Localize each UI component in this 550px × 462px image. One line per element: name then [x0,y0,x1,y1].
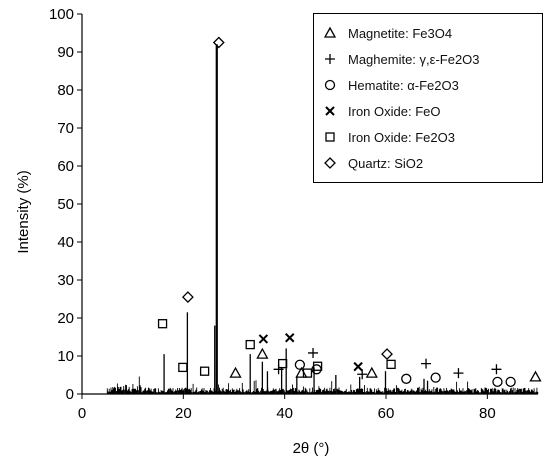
square-marker [157,319,168,329]
square-marker [386,359,396,370]
plus-legend-symbol [325,54,335,64]
triangle-marker [529,370,542,382]
y-tick-label: 70 [57,120,74,137]
cross-icon [320,104,340,118]
diffraction-peaks [163,44,429,394]
square-icon [320,130,340,144]
baseline-noise [106,376,539,394]
cross-marker [285,333,295,343]
diamond-marker [381,348,393,361]
square-marker [312,361,323,371]
legend-item: Maghemite: γ,ε-Fe2O3 [320,48,480,70]
y-tick-label: 80 [57,82,74,99]
x-tick-label: 0 [78,405,86,422]
diamond-icon [320,156,340,170]
cross-marker [258,334,269,344]
triangle-marker [256,347,269,359]
legend-label: Quartz: SiO2 [348,155,424,171]
circle-marker [505,376,516,387]
y-tick-label: 60 [57,158,74,175]
axis-labels: Intensity (%) 2θ (°) [15,170,329,457]
plus-marker [357,369,368,380]
legend-label: Iron Oxide: FeO [348,103,441,119]
plus-marker [308,347,319,358]
diamond-legend-symbol [324,157,336,169]
circle-icon [320,78,340,92]
triangle-icon [320,26,340,40]
legend-item: Magnetite: Fe3O4 [320,22,452,44]
x-tick-label: 80 [479,405,496,422]
legend-item: Iron Oxide: Fe2O3 [320,126,455,148]
diamond-marker [212,36,225,49]
y-tick-label: 20 [57,310,74,327]
plus-marker [491,364,502,375]
diamond-marker [181,291,194,304]
phase-markers [157,36,542,387]
circle-marker [430,372,441,383]
square-marker [277,358,288,369]
x-tick-label: 40 [276,405,293,422]
legend-label: Hematite: α-Fe2O3 [348,77,459,93]
legend-item: Quartz: SiO2 [320,152,423,174]
axes: 0 10 20 30 40 50 60 70 80 90 100 0 20 40 60 80 [49,6,538,422]
circle-marker [492,376,503,387]
circle-marker [294,359,306,370]
square-marker [178,362,188,373]
triangle-legend-symbol [323,26,337,38]
square-marker [199,366,210,376]
y-tick-label: 10 [57,348,74,365]
circle-marker [401,373,412,384]
square-marker [302,368,313,378]
plus-icon [320,52,340,66]
legend: Magnetite: Fe3O4 Maghemite: γ,ε-Fe2O3 Hema… [313,13,543,183]
legend-label: Magnetite: Fe3O4 [348,25,453,41]
square-legend-symbol [325,132,335,142]
legend-item: Hematite: α-Fe2O3 [320,74,459,96]
cross-legend-symbol [325,106,335,116]
circle-legend-symbol [324,79,336,91]
y-tick-label: 30 [57,272,74,289]
cross-marker [353,361,363,372]
y-axis-label: Intensity (%) [15,170,32,253]
plus-marker [421,358,432,369]
triangle-marker [365,366,378,378]
y-tick-label: 0 [66,386,74,403]
y-tick-label: 50 [57,196,74,213]
legend-label: Iron Oxide: Fe2O3 [348,129,455,145]
y-tick-label: 90 [57,44,74,61]
x-tick-label: 60 [378,405,395,422]
square-marker [245,339,255,350]
y-tick-label: 100 [49,6,74,23]
triangle-marker [229,366,242,378]
legend-label: Maghemite: γ,ε-Fe2O3 [348,51,480,67]
x-tick-label: 20 [175,405,192,422]
y-tick-label: 40 [57,234,74,251]
noise-trace [106,376,539,394]
plus-marker [453,368,464,379]
legend-item: Iron Oxide: FeO [320,100,440,122]
x-axis-label: 2θ (°) [293,440,330,457]
